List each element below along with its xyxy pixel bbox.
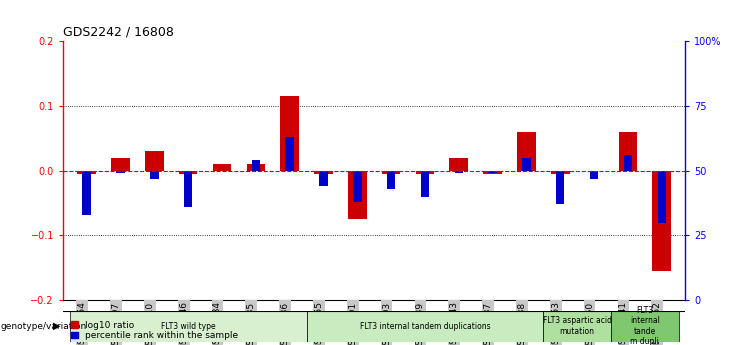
Text: GSM48503: GSM48503 <box>382 302 391 345</box>
Legend: log10 ratio, percentile rank within the sample: log10 ratio, percentile rank within the … <box>71 321 238 341</box>
Text: ▶: ▶ <box>53 321 61 331</box>
Text: GSM48586: GSM48586 <box>281 302 290 345</box>
Bar <box>213 164 231 171</box>
Text: GSM48541: GSM48541 <box>619 302 628 345</box>
Bar <box>82 171 91 215</box>
Text: GSM48510: GSM48510 <box>145 302 154 345</box>
Bar <box>353 171 362 202</box>
Text: GSM48507: GSM48507 <box>111 302 121 345</box>
Bar <box>657 171 666 223</box>
Bar <box>611 310 679 342</box>
Text: GSM48252: GSM48252 <box>653 302 662 345</box>
Text: GDS2242 / 16808: GDS2242 / 16808 <box>63 26 174 39</box>
Bar <box>619 132 637 171</box>
Bar <box>416 171 434 174</box>
Bar <box>179 171 197 174</box>
Text: GSM48584: GSM48584 <box>213 302 222 345</box>
Bar <box>285 137 294 171</box>
Bar <box>77 171 96 174</box>
Text: FLT3 aspartic acid
mutation: FLT3 aspartic acid mutation <box>542 316 611 336</box>
Bar <box>488 171 496 173</box>
Bar <box>483 171 502 174</box>
Bar <box>551 171 570 174</box>
Bar <box>382 171 400 174</box>
Text: GSM48587: GSM48587 <box>484 302 493 345</box>
Bar <box>319 171 328 186</box>
Bar <box>590 171 598 179</box>
Bar <box>652 171 671 271</box>
Bar <box>70 310 307 342</box>
Bar <box>314 171 333 174</box>
Bar <box>348 171 367 219</box>
Text: GSM48255: GSM48255 <box>314 302 324 345</box>
Bar <box>150 171 159 179</box>
Text: genotype/variation: genotype/variation <box>1 322 87 331</box>
Bar <box>522 158 531 171</box>
Text: GSM48546: GSM48546 <box>179 302 188 345</box>
Text: GSM48350: GSM48350 <box>585 302 594 345</box>
Text: GSM48543: GSM48543 <box>450 302 459 345</box>
Text: GSM48585: GSM48585 <box>247 302 256 345</box>
Text: GSM48588: GSM48588 <box>517 302 526 345</box>
Bar <box>387 171 396 189</box>
Bar <box>517 132 536 171</box>
Text: FLT3 internal tandem duplications: FLT3 internal tandem duplications <box>359 322 491 331</box>
Bar <box>111 158 130 171</box>
Bar <box>116 171 124 173</box>
Text: GSM48539: GSM48539 <box>416 302 425 345</box>
Text: FLT3
internal
tande
m dupli: FLT3 internal tande m dupli <box>630 306 659 345</box>
Bar <box>624 155 632 171</box>
Text: GSM48501: GSM48501 <box>348 302 357 345</box>
Bar <box>280 96 299 171</box>
Bar <box>421 171 429 197</box>
Bar <box>307 310 543 342</box>
Bar <box>556 171 565 204</box>
Text: GSM48254: GSM48254 <box>78 302 87 345</box>
Bar <box>454 171 463 173</box>
Bar <box>543 310 611 342</box>
Bar <box>184 171 193 207</box>
Bar <box>247 164 265 171</box>
Bar <box>252 160 260 171</box>
Text: FLT3 wild type: FLT3 wild type <box>161 322 216 331</box>
Bar <box>450 158 468 171</box>
Text: GSM48253: GSM48253 <box>551 302 560 345</box>
Bar <box>145 151 164 171</box>
